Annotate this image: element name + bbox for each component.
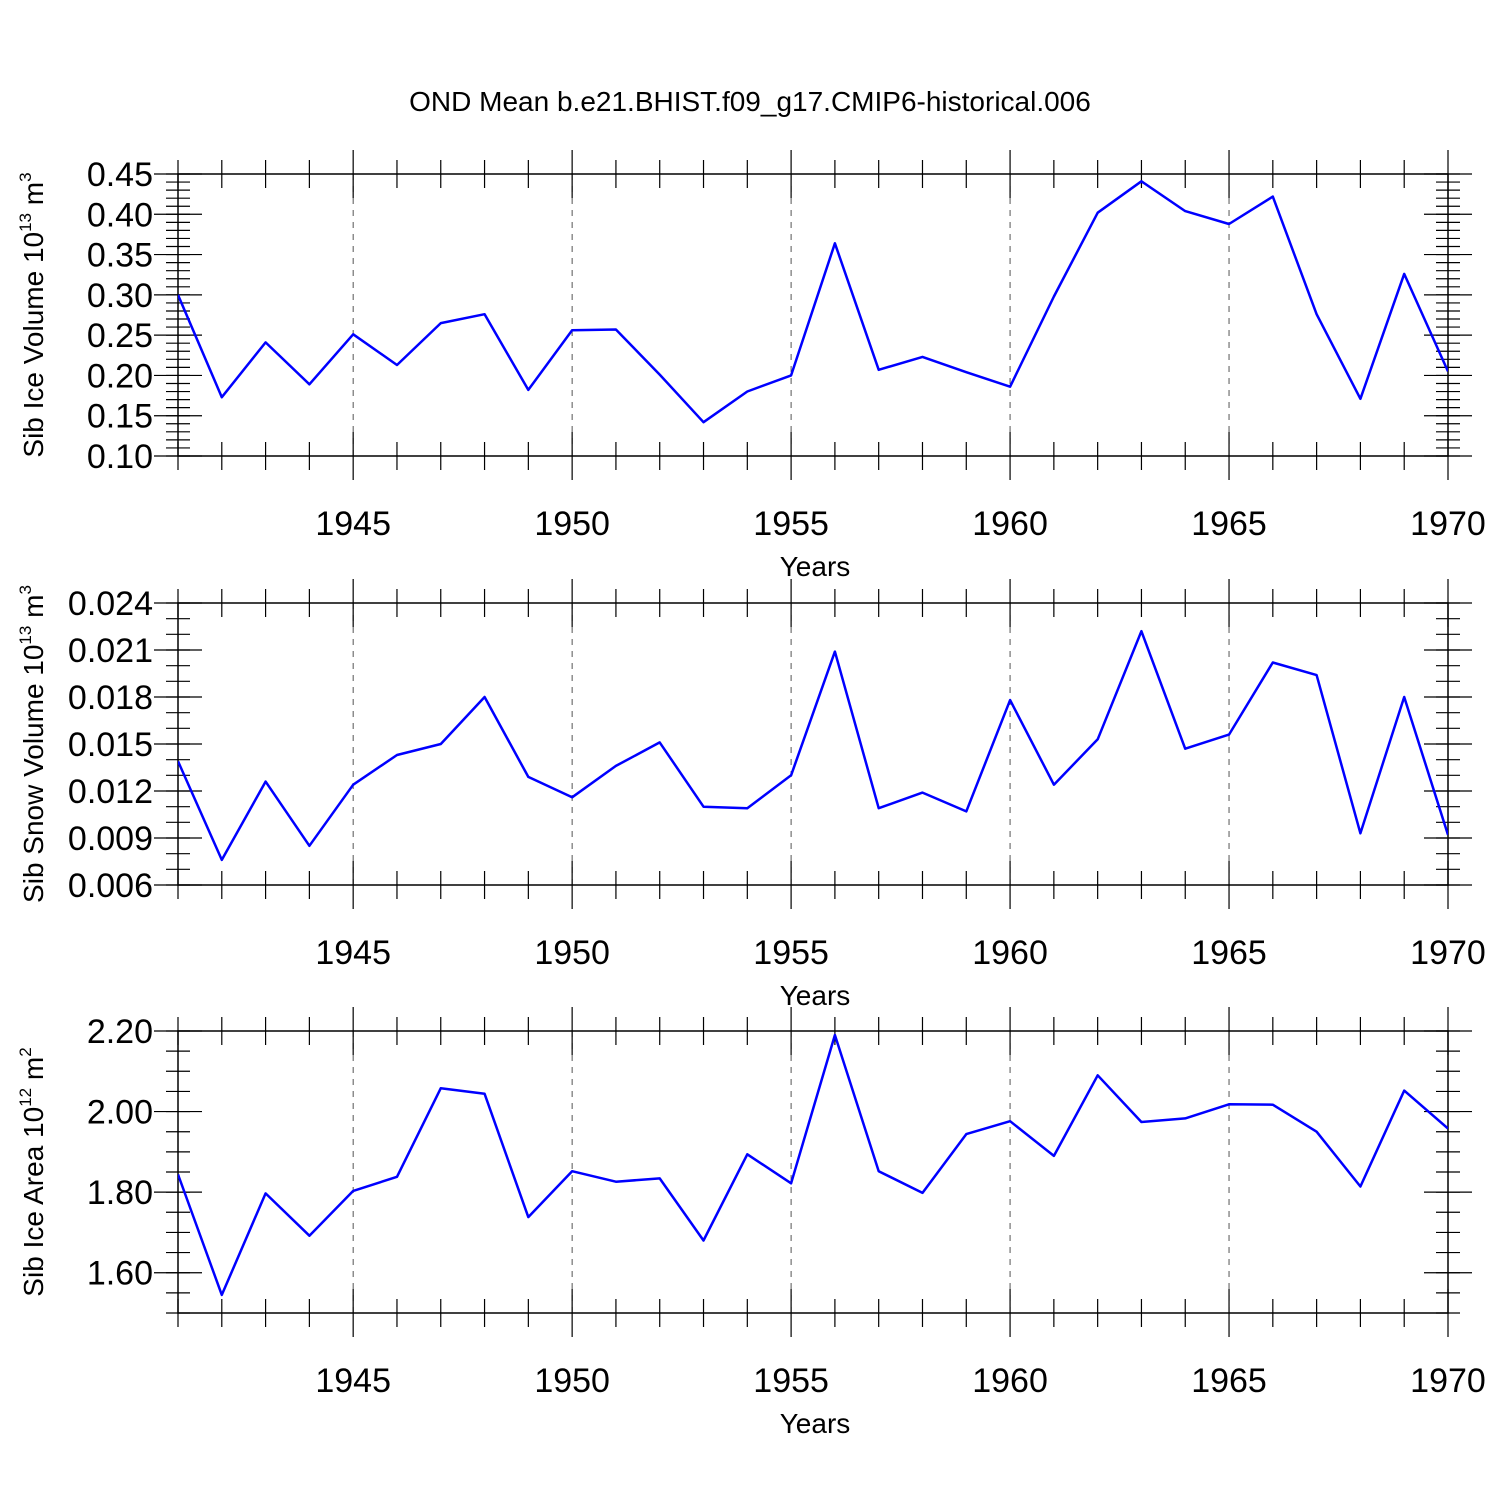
y-tick-label: 1.80 <box>87 1174 153 1212</box>
panel-1: 0.100.150.200.250.300.350.400.45 1945 1950… <box>16 150 1486 582</box>
y-tick-label: 0.021 <box>68 632 153 670</box>
figure-title: OND Mean b.e21.BHIST.f09_g17.CMIP6-histo… <box>409 86 1091 117</box>
x-tick-label: 1960 <box>972 1362 1048 1400</box>
x-tick-label: 1960 <box>972 505 1048 543</box>
y-tick-label: 1.60 <box>87 1255 153 1293</box>
y-tick-label: 2.00 <box>87 1094 153 1132</box>
y-tick-label: 2.20 <box>87 1013 153 1051</box>
x-axis-label: Years <box>780 980 851 1011</box>
y-tick-label: 0.10 <box>87 438 153 476</box>
y-tick-label: 0.006 <box>68 867 153 905</box>
x-tick-label: 1950 <box>534 1362 610 1400</box>
x-tick-label: 1955 <box>753 1362 829 1400</box>
y-axis-label: Sib Snow Volume 1013 m3 <box>16 585 49 903</box>
plot-frame <box>177 602 1449 886</box>
series-line <box>178 1033 1448 1297</box>
y-axis-label: Sib Ice Volume 1013 m3 <box>16 172 49 457</box>
x-tick-label: 1950 <box>534 934 610 972</box>
y-tick-label: 0.30 <box>87 277 153 315</box>
panel-2: 0.006 0.009 0.012 0.015 0.018 0.021 0.024 1945 1… <box>16 579 1486 1011</box>
y-tick-label: 0.40 <box>87 196 153 234</box>
x-tick-label: 1965 <box>1191 1362 1267 1400</box>
x-tick-label: 1945 <box>315 505 391 543</box>
x-tick-label: 1960 <box>972 934 1048 972</box>
x-tick-label: 1955 <box>753 505 829 543</box>
y-tick-label: 0.45 <box>87 156 153 194</box>
x-tick-label: 1965 <box>1191 934 1267 972</box>
x-tick-label: 1970 <box>1410 934 1486 972</box>
x-tick-label: 1970 <box>1410 1362 1486 1400</box>
panels: 0.100.150.200.250.300.350.400.45 1945 1950… <box>16 150 1486 1439</box>
y-tick-label: 0.25 <box>87 317 153 355</box>
y-tick-label: 0.012 <box>68 773 153 811</box>
plot-frame <box>177 1030 1449 1314</box>
x-tick-label: 1970 <box>1410 505 1486 543</box>
x-tick-label: 1945 <box>315 1362 391 1400</box>
x-tick-label: 1945 <box>315 934 391 972</box>
y-tick-label: 0.024 <box>68 585 153 623</box>
y-axis-label: Sib Ice Area 1012 m2 <box>16 1047 49 1296</box>
x-tick-label: 1950 <box>534 505 610 543</box>
y-tick-label: 0.009 <box>68 820 153 858</box>
y-tick-label: 0.018 <box>68 679 153 717</box>
series-line <box>178 629 1448 862</box>
x-tick-label: 1965 <box>1191 505 1267 543</box>
series-line <box>178 180 1448 424</box>
y-tick-label: 0.15 <box>87 398 153 436</box>
x-axis-label: Years <box>780 551 851 582</box>
y-tick-label: 0.015 <box>68 726 153 764</box>
panel-3: 1.60 1.80 2.00 2.20 1945 1950 1955 1960 1965 1970… <box>16 1007 1486 1439</box>
x-axis-label: Years <box>780 1408 851 1439</box>
x-tick-label: 1955 <box>753 934 829 972</box>
plot-frame <box>177 173 1449 457</box>
y-tick-label: 0.20 <box>87 357 153 395</box>
y-tick-label: 0.35 <box>87 237 153 275</box>
